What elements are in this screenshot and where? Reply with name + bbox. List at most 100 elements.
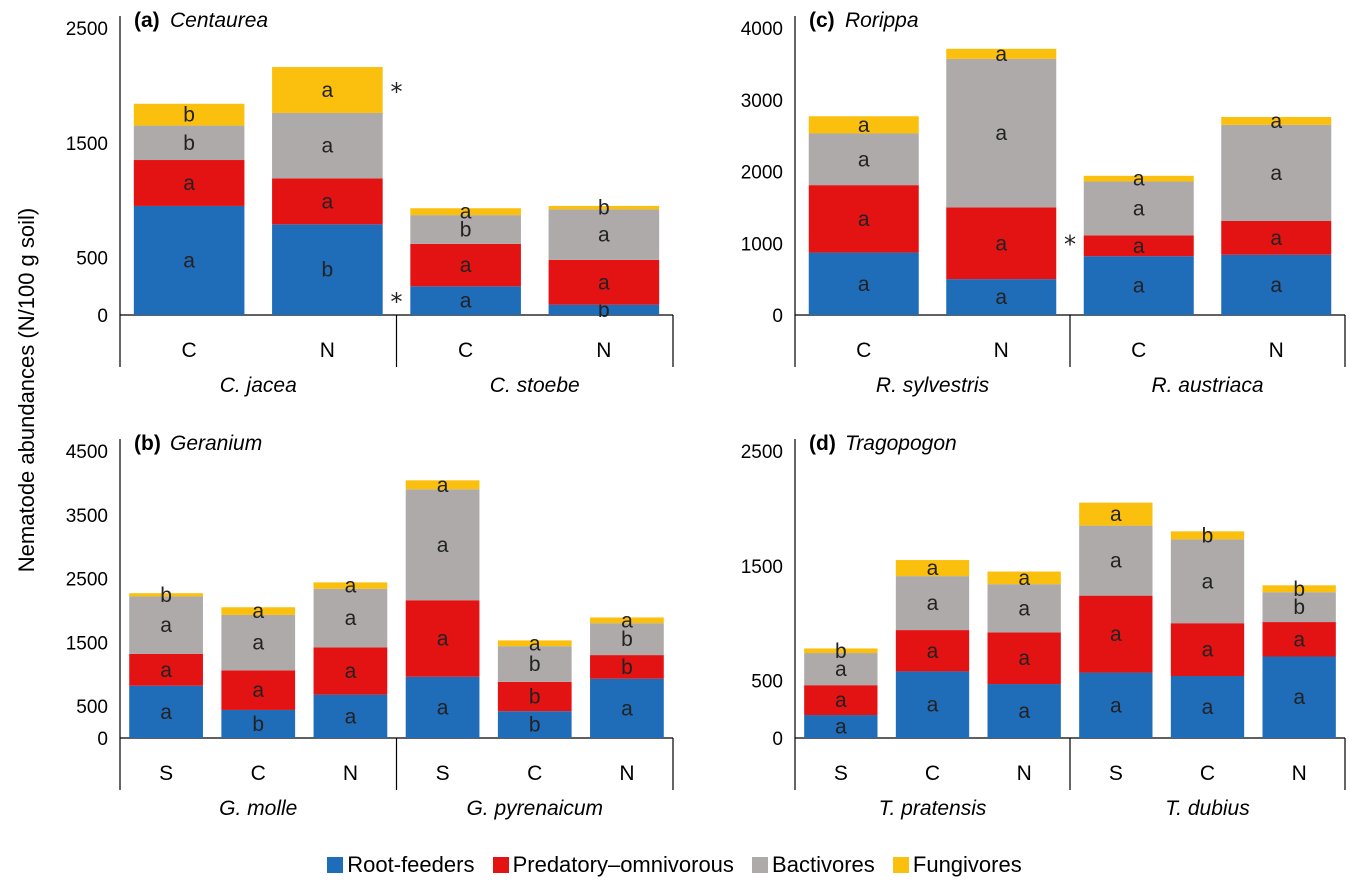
panel-rorippa-category-2: C xyxy=(1131,339,1146,362)
panel-centaurea-bar-3-bactivores xyxy=(548,209,660,260)
panel-tragopogon-bar-0-bactivores-label: a xyxy=(835,658,847,681)
panel-rorippa-bar-1-bactivores xyxy=(946,58,1057,208)
panel-geranium-bar-5-root-feeders xyxy=(590,678,664,738)
panel-tragopogon-title: Tragopogon xyxy=(845,432,957,455)
panel-geranium-bar-5-bactivores-label: b xyxy=(621,628,633,651)
panel-tragopogon-ytick-500: 500 xyxy=(751,672,783,693)
panel-rorippa-category-1: N xyxy=(994,339,1009,362)
y-axis-label: Nematode abundances (N/100 g soil) xyxy=(14,208,39,572)
panel-tragopogon-bar-5-root-feeders-label: a xyxy=(1293,686,1305,709)
legend-swatch-predatory-omnivorous xyxy=(492,857,509,873)
panel-rorippa-ytick-4000: 4000 xyxy=(741,19,783,40)
panel-tragopogon-bar-0-predatory-omnivorous-label: a xyxy=(835,689,847,712)
panel-centaurea-bar-3-predatory-omnivorous xyxy=(548,259,660,305)
panel-rorippa-bar-3-predatory-omnivorous xyxy=(1221,221,1332,255)
panel-rorippa-bar-0-bactivores xyxy=(808,133,919,186)
panel-geranium-bar-4-predatory-omnivorous-label: b xyxy=(529,686,541,709)
panel-geranium-bar-3-fungivores xyxy=(405,480,480,490)
panel-tragopogon-bar-0-fungivores-label: b xyxy=(835,640,847,663)
panel-geranium-bar-5-bactivores xyxy=(590,623,664,656)
panel-tragopogon-ytick-2500: 2500 xyxy=(741,442,783,463)
panel-tragopogon-bar-1-bactivores xyxy=(895,576,970,631)
panel-geranium-ytick-4500: 4500 xyxy=(66,442,108,463)
panel-geranium-bar-5-root-feeders-label: a xyxy=(621,697,633,720)
panel-centaurea-bar-0-bactivores-label: b xyxy=(183,132,195,155)
panel-rorippa-bar-1-root-feeders-label: a xyxy=(995,286,1007,309)
panel-geranium-bar-2-predatory-omnivorous xyxy=(313,647,388,695)
panel-centaurea-bar-0-predatory-omnivorous-label: a xyxy=(183,172,195,195)
panel-geranium-bar-5-fungivores-label: a xyxy=(621,609,633,632)
panel-geranium-bar-0-predatory-omnivorous-label: a xyxy=(160,659,172,682)
panel-geranium-bar-1-fungivores xyxy=(221,607,296,615)
panel-geranium-bar-1-predatory-omnivorous-label: a xyxy=(252,679,264,702)
panel-geranium-bar-4-fungivores-label: a xyxy=(529,632,541,655)
panel-rorippa-bar-3-root-feeders xyxy=(1221,254,1332,315)
panel-tragopogon-bar-3-root-feeders xyxy=(1079,672,1153,738)
panel-geranium-title: Geranium xyxy=(170,432,262,455)
panel-centaurea-bar-3-bactivores-label: a xyxy=(598,224,610,247)
panel-tragopogon-group-t-pratensis: T. pratensis xyxy=(879,797,987,820)
panel-tragopogon-bar-3-fungivores-label: a xyxy=(1110,503,1122,526)
panel-rorippa-bar-0-predatory-omnivorous xyxy=(808,185,919,253)
panel-geranium-bar-4-predatory-omnivorous xyxy=(497,681,572,712)
panel-geranium-bar-1-bactivores-label: a xyxy=(252,632,264,655)
panel-rorippa-bar-0-predatory-omnivorous-label: a xyxy=(858,208,870,231)
panel-rorippa-bar-2-predatory-omnivorous-label: a xyxy=(1133,235,1145,258)
panel-rorippa-group-r-austriaca: R. austriaca xyxy=(1151,374,1263,397)
panel-rorippa-letter: (c) xyxy=(809,9,835,32)
panel-centaurea-bar-0-predatory-omnivorous xyxy=(133,160,245,206)
panel-geranium-ytick-2500: 2500 xyxy=(66,570,108,591)
panel-rorippa-bar-2-predatory-omnivorous xyxy=(1083,235,1194,257)
panel-centaurea-bar-3-fungivores xyxy=(548,205,660,210)
panel-centaurea-ytick-1500: 1500 xyxy=(66,134,108,155)
panel-rorippa-significance-marker-0: * xyxy=(1064,230,1076,258)
panel-centaurea-bar-3-root-feeders xyxy=(548,304,660,315)
panel-tragopogon-bar-4-predatory-omnivorous xyxy=(1170,623,1245,677)
panel-geranium-category-1: C xyxy=(251,762,266,785)
panel-centaurea-group-c-stoebe: C. stoebe xyxy=(490,374,580,397)
panel-geranium-bar-2-bactivores-label: a xyxy=(345,607,357,630)
panel-rorippa-ytick-2000: 2000 xyxy=(741,163,783,184)
panel-geranium-bar-4-root-feeders-label: b xyxy=(529,714,541,737)
legend-label-predatory-omnivorous: Predatory–omnivorous xyxy=(512,852,734,877)
panel-tragopogon-bar-3-fungivores xyxy=(1079,502,1153,526)
panel-geranium-bar-0-bactivores-label: a xyxy=(160,614,172,637)
panel-tragopogon-bar-1-bactivores-label: a xyxy=(927,592,939,615)
panel-rorippa-bar-1-predatory-omnivorous xyxy=(946,207,1057,280)
panel-tragopogon-category-4: C xyxy=(1200,762,1215,785)
panel-centaurea-bar-2-root-feeders-label: a xyxy=(460,290,472,313)
panel-rorippa-bar-3-fungivores-label: a xyxy=(1270,110,1282,133)
panel-geranium-bar-1-bactivores xyxy=(221,614,296,671)
panel-geranium-category-5: N xyxy=(619,762,634,785)
panel-centaurea-bar-2-bactivores-label: b xyxy=(460,218,472,241)
panel-centaurea-category-0: C xyxy=(182,339,197,362)
panel-centaurea-group-c-jacea: C. jacea xyxy=(220,374,297,397)
panel-tragopogon-bar-2-root-feeders-label: a xyxy=(1018,700,1030,723)
panel-centaurea-bar-1-bactivores-label: a xyxy=(322,135,334,158)
figure-canvas: Nematode abundances (N/100 g soil) (a) Ce… xyxy=(14,9,1346,820)
panel-tragopogon-bar-2-fungivores xyxy=(987,571,1061,585)
panel-tragopogon-category-2: N xyxy=(1017,762,1032,785)
legend-label-fungivores: Fungivores xyxy=(912,852,1022,877)
panel-geranium-bar-4-bactivores xyxy=(497,646,572,682)
panel-rorippa-bar-3-bactivores-label: a xyxy=(1270,162,1282,185)
panel-geranium-bar-5-fungivores xyxy=(590,617,664,624)
panel-geranium-bar-2-root-feeders-label: a xyxy=(345,705,357,728)
panel-centaurea-category-2: C xyxy=(458,339,473,362)
panel-geranium-bar-1-fungivores-label: a xyxy=(252,600,264,623)
panel-centaurea-bar-1-fungivores xyxy=(272,67,383,113)
panel-rorippa-bar-0-bactivores-label: a xyxy=(858,148,870,171)
panel-tragopogon-bar-1-predatory-omnivorous-label: a xyxy=(927,640,939,663)
legend-item-root-feeders: Root-feeders xyxy=(327,852,474,878)
panel-centaurea-significance-marker-1: * xyxy=(391,288,403,316)
panel-rorippa-ytick-0: 0 xyxy=(772,306,783,327)
panel-centaurea-bar-0-fungivores xyxy=(133,103,245,126)
panel-geranium-group-g-pyrenaicum: G. pyrenaicum xyxy=(466,797,603,820)
panel-tragopogon-bar-2-fungivores-label: a xyxy=(1018,567,1030,590)
panel-rorippa-bar-3-bactivores xyxy=(1221,124,1332,222)
panel-centaurea-bar-0-fungivores-label: b xyxy=(183,104,195,127)
panel-centaurea-bar-1-bactivores xyxy=(272,112,383,179)
panel-rorippa-bar-3-fungivores xyxy=(1221,116,1332,125)
panel-tragopogon-bar-5-predatory-omnivorous xyxy=(1262,622,1336,657)
panel-rorippa-bar-1-root-feeders xyxy=(946,279,1057,315)
